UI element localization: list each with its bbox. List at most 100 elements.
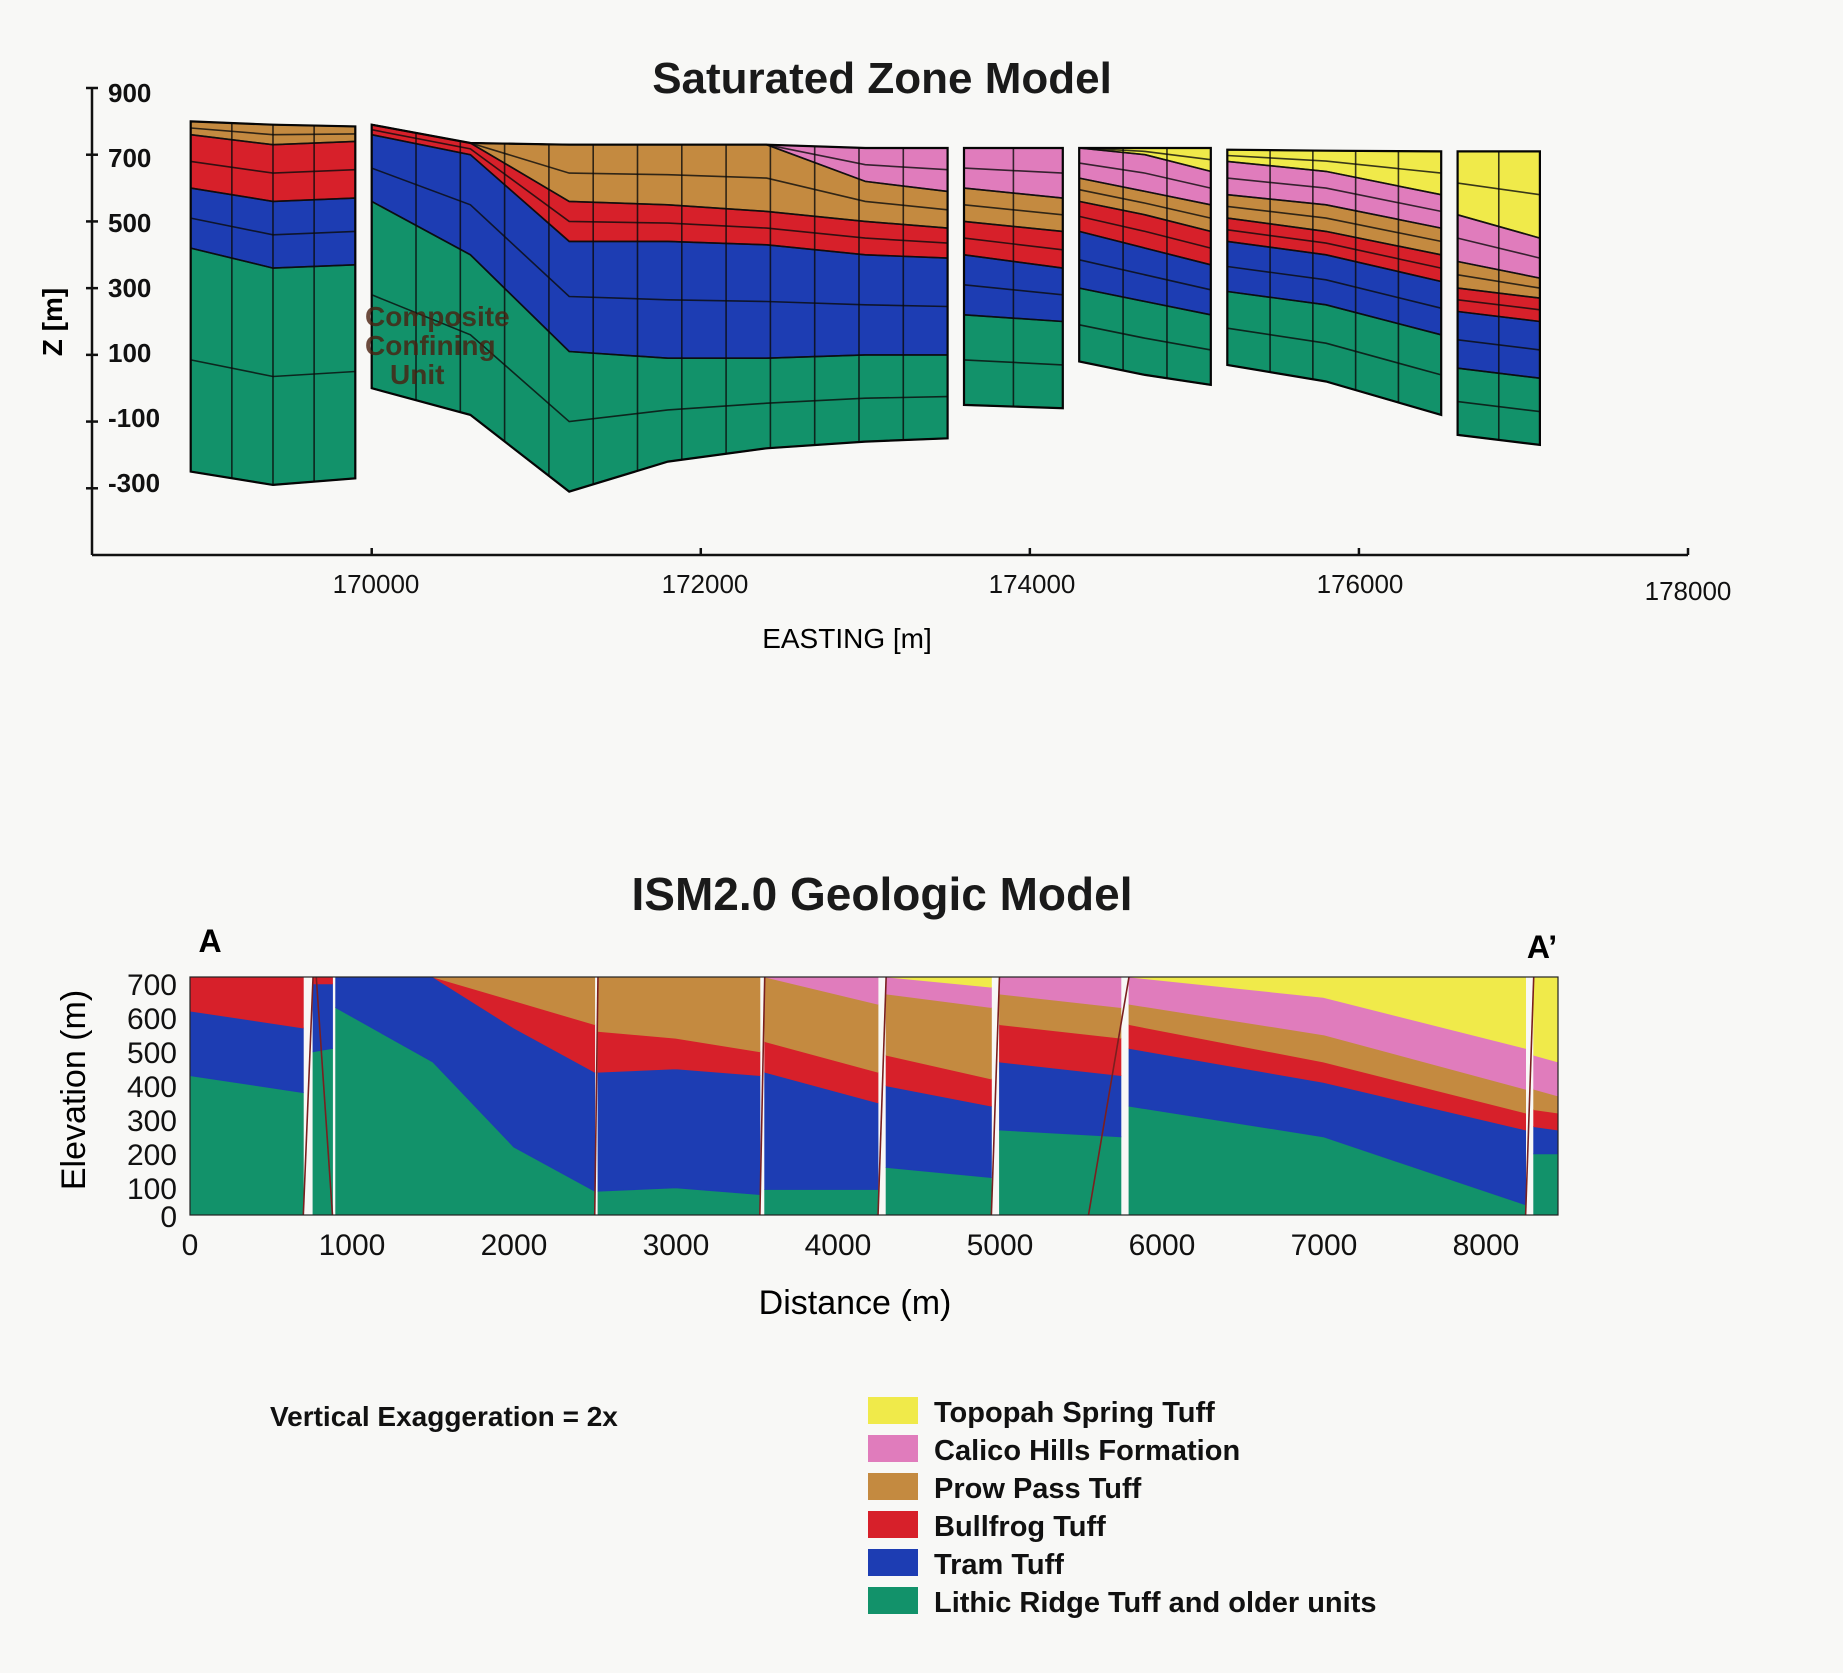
mesh-row-line bbox=[190, 247, 356, 269]
mesh-row-line bbox=[1079, 259, 1211, 291]
section-end-label: A’ bbox=[1527, 929, 1557, 965]
mesh-row-line bbox=[1227, 240, 1442, 283]
mesh-row-line bbox=[1227, 193, 1442, 229]
mesh-row-line bbox=[1227, 205, 1442, 243]
sz-y-axis-label: Z [m] bbox=[37, 288, 68, 356]
ism-ytick-label: 500 bbox=[127, 1037, 177, 1070]
mesh-row-line bbox=[1079, 230, 1211, 266]
ism-xtick-label: 5000 bbox=[967, 1229, 1034, 1262]
sz-x-axis-label: EASTING [m] bbox=[762, 623, 932, 654]
fault-line bbox=[877, 976, 887, 1216]
sz-ytick-label: -300 bbox=[108, 468, 160, 498]
sz-xtick-label: 176000 bbox=[1317, 569, 1404, 599]
ism-y-axis-label: Elevation (m) bbox=[55, 990, 93, 1190]
mesh-block-outline bbox=[370, 123, 949, 493]
sz-xtick-label: 174000 bbox=[989, 569, 1076, 599]
mesh-row-line bbox=[1079, 147, 1211, 173]
ism-xtick-label: 8000 bbox=[1453, 1229, 1520, 1262]
sz-ytick-label: 700 bbox=[108, 143, 151, 173]
fault-line bbox=[315, 976, 334, 1216]
mesh-row-line bbox=[1227, 154, 1442, 174]
legend-swatch-lithic bbox=[868, 1587, 918, 1614]
ism-ytick-label: 0 bbox=[160, 1201, 177, 1234]
sz-ytick-label: 300 bbox=[108, 273, 151, 303]
mesh-row-line bbox=[1227, 229, 1442, 269]
layer-tram bbox=[597, 1068, 761, 1196]
section-start-label: A bbox=[198, 923, 221, 959]
ism-xtick-label: 0 bbox=[182, 1229, 199, 1262]
fault-line bbox=[302, 976, 314, 1216]
legend-label: Tram Tuff bbox=[934, 1549, 1064, 1581]
mesh-row-line bbox=[963, 204, 1063, 216]
sz-model-mesh bbox=[189, 120, 1541, 493]
sz-xtick-label: 172000 bbox=[662, 569, 749, 599]
sz-annotation-line-2: Confining bbox=[365, 330, 496, 361]
ism-xtick-label: 6000 bbox=[1129, 1229, 1196, 1262]
unit-legend: Topopah Spring Tuff Calico Hills Formati… bbox=[868, 1397, 1377, 1619]
mesh-row-line bbox=[963, 359, 1063, 366]
ism-x-axis-label: Distance (m) bbox=[759, 1284, 952, 1322]
layer-lithic bbox=[764, 1189, 879, 1216]
sz-annotation-line-1: Composite bbox=[365, 301, 510, 332]
mesh-row-line bbox=[1079, 287, 1211, 316]
mesh-row-line bbox=[1227, 327, 1442, 376]
mesh-block-outline bbox=[1456, 150, 1541, 447]
mesh-row-line bbox=[1079, 324, 1211, 351]
mesh-row-line bbox=[371, 128, 948, 244]
ism-xtick-label: 2000 bbox=[481, 1229, 548, 1262]
sz-y-ticks: 900 700 500 300 100 -100 -300 bbox=[86, 78, 160, 498]
ism-ytick-label: 200 bbox=[127, 1139, 177, 1172]
mesh-row-line bbox=[190, 127, 356, 136]
mesh-block-outline bbox=[962, 146, 1064, 410]
legend-item-prow: Prow Pass Tuff bbox=[868, 1473, 1142, 1505]
mesh-row-line bbox=[371, 133, 948, 259]
vertical-exaggeration-note: Vertical Exaggeration = 2x bbox=[270, 1401, 618, 1432]
legend-item-topopah: Topopah Spring Tuff bbox=[868, 1397, 1215, 1429]
ism-plot-area bbox=[189, 976, 1559, 1216]
fault-line bbox=[1524, 976, 1535, 1216]
ism-ytick-label: 600 bbox=[127, 1003, 177, 1036]
mesh-row-line bbox=[371, 200, 948, 359]
mesh-row-line bbox=[1457, 214, 1541, 239]
layer-tram bbox=[312, 983, 333, 1053]
layer-tram bbox=[1533, 1126, 1559, 1155]
mesh-row-line bbox=[1457, 339, 1540, 351]
fault-line bbox=[759, 976, 766, 1216]
ism-ytick-label: 700 bbox=[127, 969, 177, 1002]
fault-line bbox=[990, 976, 1001, 1216]
sz-x-ticks: 170000 172000 174000 176000 178000 bbox=[333, 548, 1731, 606]
mesh-row-line bbox=[963, 187, 1063, 199]
mesh-block-outline bbox=[1078, 146, 1212, 387]
mesh-row-line bbox=[963, 314, 1063, 323]
legend-swatch-prow bbox=[868, 1473, 918, 1500]
mesh-row-line bbox=[1457, 400, 1540, 413]
sz-annotation-line-3: Unit bbox=[390, 359, 444, 390]
mesh-row-line bbox=[1227, 160, 1442, 196]
mesh-row-line bbox=[190, 187, 356, 203]
legend-label: Calico Hills Formation bbox=[934, 1435, 1240, 1467]
mesh-row-line bbox=[371, 294, 948, 423]
legend-swatch-topopah bbox=[868, 1397, 918, 1424]
mesh-row-line bbox=[190, 133, 356, 146]
sz-chart-title: Saturated Zone Model bbox=[652, 54, 1112, 103]
legend-label: Topopah Spring Tuff bbox=[934, 1397, 1215, 1429]
sz-ytick-label: 900 bbox=[108, 78, 151, 108]
ism-ytick-label: 100 bbox=[127, 1173, 177, 1206]
ism-xtick-label: 4000 bbox=[805, 1229, 872, 1262]
layer-lithic bbox=[999, 1129, 1122, 1216]
ism-ytick-label: 400 bbox=[127, 1071, 177, 1104]
mesh-row-line bbox=[963, 237, 1063, 251]
legend-item-lithic: Lithic Ridge Tuff and older units bbox=[868, 1587, 1377, 1619]
legend-swatch-tram bbox=[868, 1549, 918, 1576]
layer-lithic bbox=[189, 1075, 304, 1216]
mesh-row-line bbox=[963, 220, 1063, 233]
mesh-row-line bbox=[963, 284, 1063, 296]
sz-ytick-label: 500 bbox=[108, 208, 151, 238]
mesh-row-line bbox=[1079, 200, 1211, 233]
mesh-row-line bbox=[190, 359, 356, 378]
mesh-row-line bbox=[1457, 310, 1540, 323]
mesh-row-line bbox=[190, 160, 356, 174]
ism-xtick-label: 1000 bbox=[319, 1229, 386, 1262]
mesh-row-line bbox=[1457, 182, 1541, 196]
